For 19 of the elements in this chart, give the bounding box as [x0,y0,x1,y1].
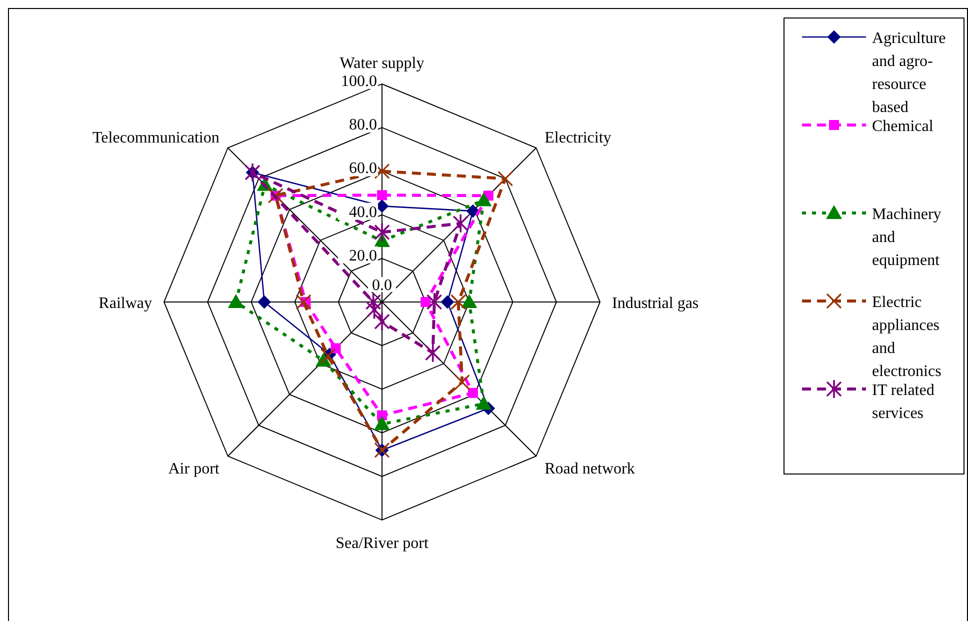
spoke-label: Water supply [340,55,424,72]
spoke-label: Industrial gas [612,295,699,312]
y-tick-label: 40.0 [349,204,377,221]
spoke-label: Telecommunication [92,130,220,147]
legend-label: Electric appliances and electronics [872,294,942,380]
y-tick-label: 20.0 [349,247,377,264]
y-tick-label: 100.0 [341,73,377,90]
spoke-label: Sea/River port [336,535,429,552]
spoke-label: Road network [544,460,635,478]
legend-label: Agriculture and agro-resource based [872,30,946,116]
legend-label: IT related services [872,382,934,422]
legend-label: Chemical [872,118,934,135]
y-tick-label: 60.0 [349,160,377,178]
y-tick-label: 80.0 [349,116,377,134]
spoke-label: Air port [168,460,220,478]
legend-label: Machinery and equipment [872,206,942,269]
spoke-label: Railway [98,295,152,312]
y-tick-label: 0.0 [372,277,392,294]
spoke-label: Electricity [544,130,612,147]
